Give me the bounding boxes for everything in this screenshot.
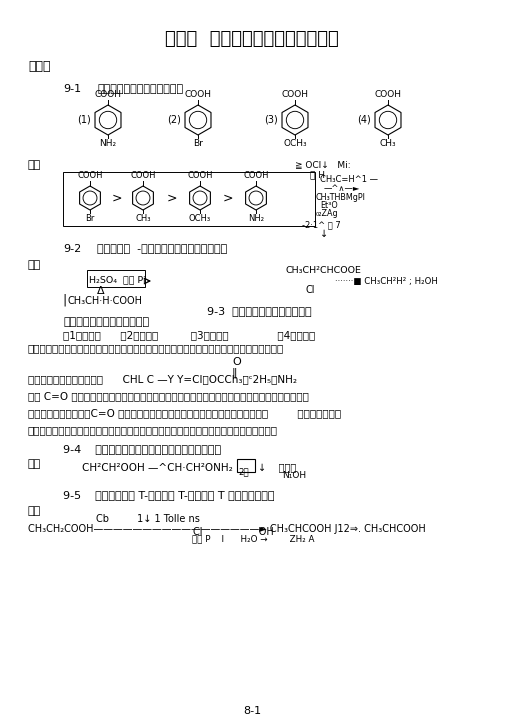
Text: ‖: ‖: [232, 367, 237, 378]
Text: 列通式表示这四种化合物：      CHL C —Y Y=Cl，OCCh₃，ᶜ2H₅，NH₂: 列通式表示这四种化合物： CHL C —Y Y=Cl，OCCh₃，ᶜ2H₅，NH…: [28, 374, 297, 384]
Text: 9-2: 9-2: [63, 244, 81, 254]
Text: COOH: COOH: [375, 90, 401, 99]
Text: O: O: [232, 357, 241, 367]
Text: Et³O: Et³O: [320, 201, 338, 210]
Text: Cl: Cl: [305, 285, 315, 295]
Text: -2·1^ 二 7: -2·1^ 二 7: [302, 220, 341, 229]
Text: 问题八: 问题八: [28, 60, 50, 73]
Text: ↓: ↓: [320, 229, 328, 239]
Text: ₀₂ZAg: ₀₂ZAg: [316, 209, 339, 218]
Text: ·······■ CH₃CH²H² ; H₂OH: ·······■ CH₃CH²H² ; H₂OH: [335, 277, 438, 286]
Text: >: >: [166, 191, 177, 204]
Text: Cl                  OH: Cl OH: [193, 527, 274, 537]
Text: H₂SO₄  少量 Pi: H₂SO₄ 少量 Pi: [89, 275, 145, 284]
Text: NH₂: NH₂: [99, 139, 117, 148]
Text: 2删: 2删: [238, 467, 248, 476]
Text: COOH: COOH: [243, 171, 269, 180]
Text: ↓    环氧氧: ↓ 环氧氧: [258, 463, 296, 473]
Text: 诱导效应和共轭效应，C=O 基团中碳原子的正电性和离去基团的离去倾向次序为：         乙酰氯＞乙酸酐: 诱导效应和共轭效应，C=O 基团中碳原子的正电性和离去基团的离去倾向次序为： 乙…: [28, 408, 341, 418]
Text: 8-1: 8-1: [243, 706, 261, 714]
Text: COOH: COOH: [94, 90, 122, 99]
Text: 企量 P    l      H₂O →        ZH₂ A: 企量 P l H₂O → ZH₂ A: [192, 534, 315, 543]
Bar: [87, 270, 145, 287]
Text: (4): (4): [357, 115, 371, 125]
Text: COOH: COOH: [77, 171, 103, 180]
Text: CH₃: CH₃: [135, 214, 151, 223]
Text: CH₃: CH₃: [380, 139, 396, 148]
Text: (2): (2): [167, 115, 181, 125]
Text: OCH₃: OCH₃: [189, 214, 211, 223]
Text: NH₂: NH₂: [248, 214, 264, 223]
Text: 解：: 解：: [28, 506, 41, 516]
Text: ＞乙酸乙酯＞乙酰胺，所以水解反应的活性次序为：乙酰氯＞乙酸酐＞乙酸乙酯＞乙酰胺。: ＞乙酸乙酯＞乙酰胺，所以水解反应的活性次序为：乙酰氯＞乙酸酐＞乙酸乙酯＞乙酰胺。: [28, 425, 278, 435]
Text: Br: Br: [193, 139, 203, 148]
Text: COOH: COOH: [281, 90, 309, 99]
Text: Cb         1↓ 1 Tolle ns: Cb 1↓ 1 Tolle ns: [96, 514, 200, 524]
Text: (3): (3): [264, 115, 278, 125]
Text: （1）乙酰胺      （2）醋酸酐          （3）乙酰氯               （4）乙酸乙: （1）乙酰胺 （2）醋酸酐 （3）乙酰氯 （4）乙酸乙: [63, 330, 315, 340]
Text: 如果 C=O 基团中碳原子的正电性越强，离去基团的离去倾向越大，反反物的活性也就越大。综合: 如果 C=O 基团中碳原子的正电性越强，离去基团的离去倾向越大，反反物的活性也就…: [28, 391, 309, 401]
Text: |: |: [62, 294, 66, 307]
Text: OCH₃: OCH₃: [283, 139, 307, 148]
Text: (1): (1): [77, 115, 91, 125]
Text: 9-4    以丙酮为原料合成乙胺（无机试剂任选）。: 9-4 以丙酮为原料合成乙胺（无机试剂任选）。: [63, 444, 221, 454]
Bar: [63, 172, 315, 226]
Text: 解：: 解：: [28, 260, 41, 270]
Text: N₁OH: N₁OH: [282, 471, 306, 480]
Text: 解：: 解：: [28, 459, 41, 469]
Text: 由乙醇合成  -氯代丁酸（无机试剂任选）。: 由乙醇合成 -氯代丁酸（无机试剂任选）。: [97, 244, 227, 254]
Text: COOH: COOH: [184, 90, 212, 99]
Text: 解：: 解：: [28, 160, 41, 170]
Text: 列下列化合物，并说明原因。: 列下列化合物，并说明原因。: [63, 317, 149, 327]
Text: >: >: [223, 191, 233, 204]
Text: Br: Br: [85, 214, 95, 223]
Text: CH²CH²OOH —^CH·CH²ONH₂: CH²CH²OOH —^CH·CH²ONH₂: [82, 463, 233, 473]
Text: CH₃C=H^1 —: CH₃C=H^1 —: [320, 175, 378, 184]
Text: 9-3  按照水解活性的大小次序排: 9-3 按照水解活性的大小次序排: [207, 306, 312, 316]
Text: 按酸性次序排列下列化合物：: 按酸性次序排列下列化合物：: [97, 84, 183, 94]
Text: COOH: COOH: [187, 171, 213, 180]
Text: —^∧—►: —^∧—►: [324, 184, 361, 193]
Text: 9-5    试完成由丙酸 T-氯代丙酸 T-羟基丙酸 T 丙酮酸的转化。: 9-5 试完成由丙酸 T-氯代丙酸 T-羟基丙酸 T 丙酮酸的转化。: [63, 490, 275, 500]
Text: ≧ OCl↓   Mi:: ≧ OCl↓ Mi:: [295, 160, 350, 169]
Text: 第八章  羧酸、羧酸衍生物和取代酸: 第八章 羧酸、羧酸衍生物和取代酸: [165, 30, 339, 48]
Text: CH₃CH₂COOH—————————————————► CH₃CHCOOH J12⇒. CH₃CHCOOH: CH₃CH₂COOH—————————————————► CH₃CHCOOH J…: [28, 524, 426, 534]
Text: 解：题中给出的四种羧酸衍生物的水解反应是双分子酰氧键断裂的亲機加成－消除机理，用下: 解：题中给出的四种羧酸衍生物的水解反应是双分子酰氧键断裂的亲機加成－消除机理，用…: [28, 343, 284, 353]
Bar: [237, 459, 255, 472]
Text: >: >: [111, 191, 122, 204]
Text: Δ: Δ: [97, 286, 105, 296]
Text: 幻 H: 幻 H: [310, 170, 325, 179]
Text: 9-1: 9-1: [63, 84, 81, 94]
Text: COOH: COOH: [130, 171, 156, 180]
Text: CH₃THBMgPl: CH₃THBMgPl: [316, 193, 366, 202]
Text: CH₃CH²CHCOOE: CH₃CH²CHCOOE: [285, 266, 361, 275]
Text: CH₃CH·H·COOH: CH₃CH·H·COOH: [67, 296, 142, 306]
